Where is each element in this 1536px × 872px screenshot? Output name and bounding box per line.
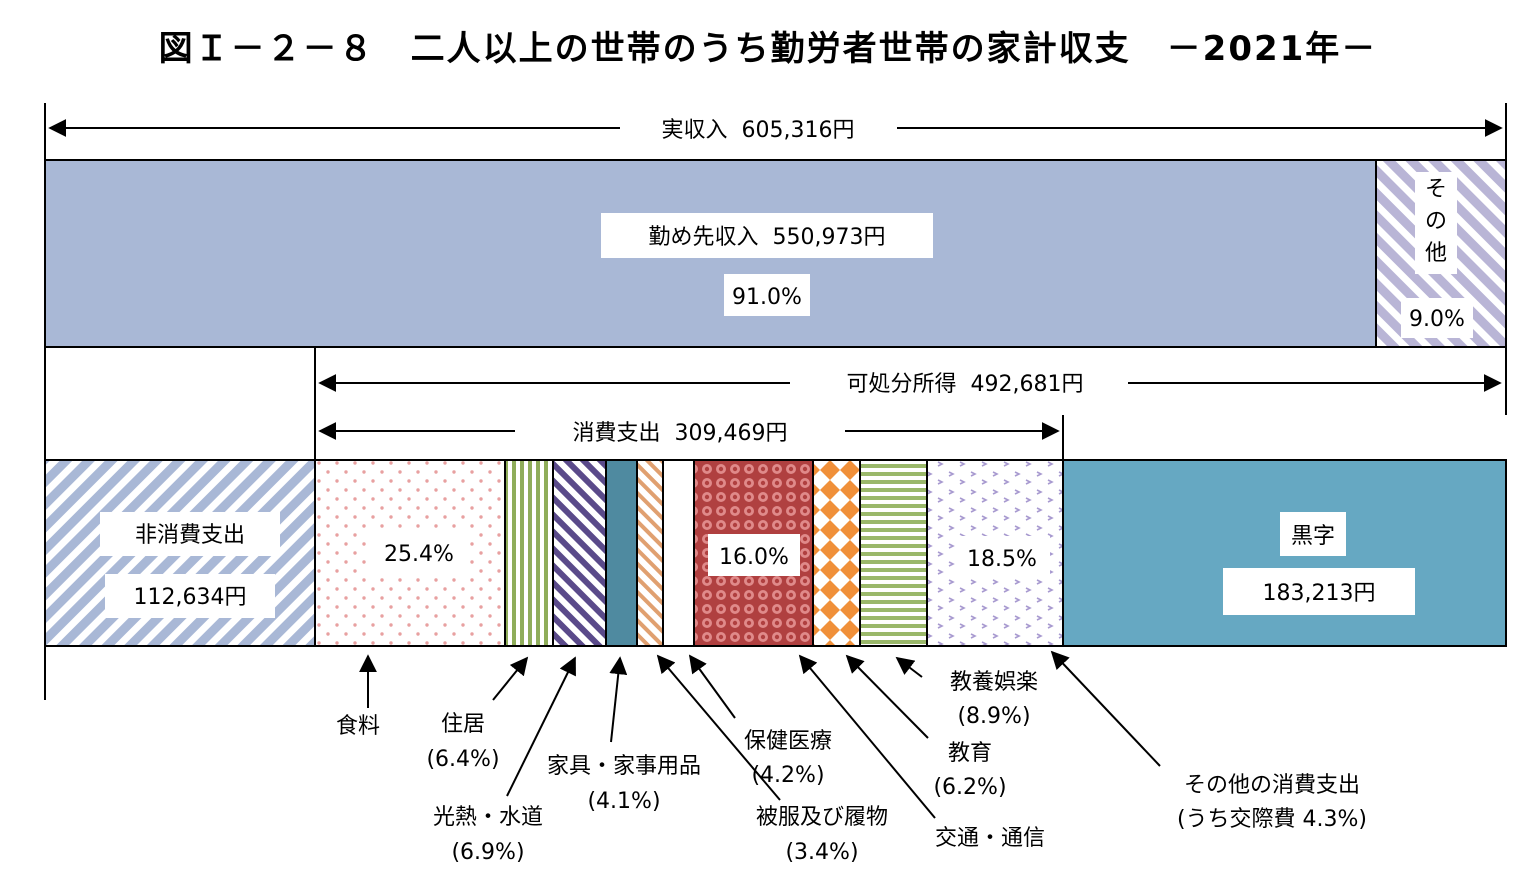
non-consumption-amount: 112,634円 — [134, 585, 247, 610]
consumption-range-label: 消費支出 309,469円 — [573, 421, 788, 446]
category-label-furniture: 家具・家事用品 — [547, 754, 701, 779]
non-consumption-label-box — [100, 512, 280, 556]
chart-title: 図Ｉ－２－８ 二人以上の世帯のうち勤労者世帯の家計収支 －2021年－ — [159, 29, 1378, 69]
bar-segment-education — [812, 459, 861, 647]
leader-recreation — [895, 656, 923, 678]
leader-other-consumption — [1050, 650, 1161, 767]
bar-segment-clothing — [636, 459, 664, 647]
category-note-other-consumption: (うち交際費 4.3%) — [1177, 807, 1367, 832]
other-consumption-pct-box — [955, 536, 1050, 578]
income-range-label: 実収入 605,316円 — [662, 118, 855, 143]
bar-segment-furniture — [605, 459, 638, 647]
category-pct-furniture: (4.1%) — [587, 789, 660, 814]
other-income-pct-label: 9.0% — [1409, 307, 1465, 332]
category-label-recreation: 教養娯楽 — [950, 670, 1038, 695]
bar-segment-recreation — [859, 459, 928, 647]
category-pct-clothing: (3.4%) — [785, 840, 858, 865]
leader-medical — [688, 654, 736, 719]
category-label-education: 教育 — [948, 741, 992, 766]
surplus-amount-box — [1223, 568, 1415, 615]
category-label-utilities: 光熱・水道 — [433, 805, 543, 830]
bar-segment-housing — [504, 459, 554, 647]
leader-utilities — [506, 656, 576, 797]
other-income-label-box — [1415, 172, 1457, 274]
category-label-other-consumption: その他の消費支出 — [1184, 773, 1360, 798]
category-pct-medical: (4.2%) — [751, 763, 824, 788]
category-label-medical: 保健医療 — [744, 729, 832, 754]
other-income-label: その他 — [1425, 177, 1447, 266]
category-label-transport: 交通・通信 — [935, 826, 1045, 851]
bar-segment-utilities — [552, 459, 607, 647]
transport-pct-label: 16.0% — [719, 545, 789, 570]
outlay-bar — [44, 459, 1507, 647]
salary-pct-box — [724, 274, 810, 316]
category-label-food: 食料 — [336, 714, 380, 739]
leader-transport — [798, 654, 936, 819]
category-pct-recreation: (8.9%) — [957, 704, 1030, 729]
food-pct-box — [370, 532, 470, 574]
category-label-housing: 住居 — [441, 712, 485, 737]
food-pct-label: 25.4% — [384, 542, 454, 567]
transport-pct-box — [708, 534, 800, 576]
leader-clothing — [656, 654, 781, 801]
bar-segment-medical — [662, 459, 695, 647]
surplus-label-box — [1280, 512, 1346, 556]
category-pct-education: (6.2%) — [933, 775, 1006, 800]
salary-pct-label: 91.0% — [732, 285, 802, 310]
other-income-pct-box — [1401, 298, 1473, 338]
category-label-clothing: 被服及び履物 — [756, 805, 888, 830]
other-consumption-pct-label: 18.5% — [967, 547, 1037, 572]
salary-label-box — [601, 213, 933, 258]
leader-furniture — [609, 656, 628, 743]
disposable-range-label: 可処分所得 492,681円 — [847, 372, 1084, 397]
leader-education — [845, 654, 929, 739]
leader-housing — [492, 656, 529, 701]
category-pct-housing: (6.4%) — [426, 747, 499, 772]
category-pct-utilities: (6.9%) — [451, 840, 524, 865]
non-consumption-amount-box — [105, 574, 275, 618]
non-consumption-label: 非消費支出 — [135, 523, 245, 548]
surplus-label: 黒字 — [1291, 524, 1335, 549]
surplus-amount: 183,213円 — [1263, 581, 1376, 606]
salary-label: 勤め先収入 550,973円 — [649, 225, 886, 250]
